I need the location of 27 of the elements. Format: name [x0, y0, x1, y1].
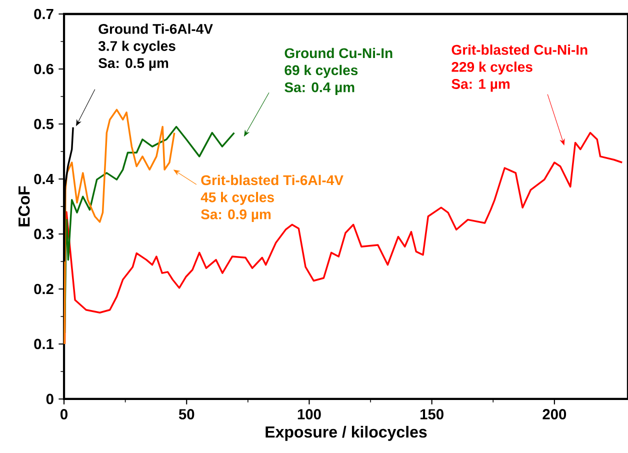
x-tick-label: 200: [542, 409, 566, 420]
text: Grit-blasted Cu-Ni-In: [452, 44, 588, 55]
annotation: 45 k cycles: [200, 192, 274, 205]
y-tick-label: 0.6: [34, 64, 54, 74]
y-tick-label: 0.3: [34, 228, 54, 240]
annotation: Sa: 0.4 µm: [284, 82, 354, 95]
y-tick-label: 0.1: [34, 338, 54, 350]
annotation: 69 k cycles: [284, 64, 358, 78]
y-tick-label: 0: [46, 394, 54, 404]
x-tick-label: 0: [60, 409, 68, 420]
annotation: 229 k cycles: [452, 62, 532, 75]
legend-label: Grit-blasted Ti-6Al-4V: [201, 174, 344, 186]
y-axis-title: ECoF: [18, 186, 30, 226]
x-axis-title: Exposure / kilocycles: [266, 426, 427, 441]
y-tick-label: 0.2: [34, 284, 54, 294]
y-tick-label: 0.4: [34, 174, 54, 184]
annotation: Sa: 1 µm: [452, 79, 510, 92]
y-tick-label: 0.7: [34, 8, 54, 20]
x-tick-label: 50: [178, 409, 194, 420]
annotation: Sa: 0.5 µm: [98, 58, 168, 71]
y-tick-label: 0.5: [34, 118, 54, 130]
text: Ground Ti-6Al-4V: [98, 24, 213, 34]
text: Ground Cu-Ni-In: [284, 48, 392, 58]
x-tick-label: 150: [420, 409, 444, 420]
x-tick-label: 100: [298, 409, 321, 420]
annotation: Sa: 0.9 µm: [201, 209, 271, 222]
annotation: 3.7 k cycles: [98, 40, 176, 54]
